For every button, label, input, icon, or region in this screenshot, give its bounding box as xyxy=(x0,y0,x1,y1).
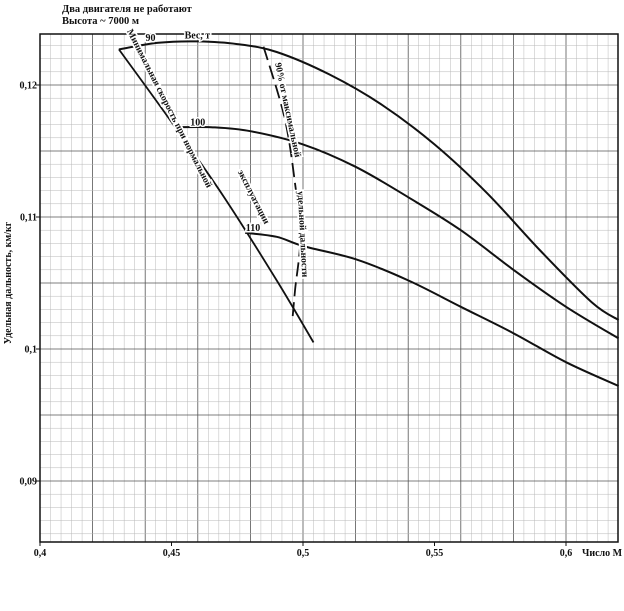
series-label: 110 xyxy=(246,223,260,234)
x-axis-label: Число М xyxy=(582,548,623,559)
y-tick-label: 0,1 xyxy=(25,345,38,356)
plot-frame xyxy=(39,33,619,543)
series-lines xyxy=(118,40,620,387)
x-tick-label: 0,4 xyxy=(34,548,47,559)
x-tick-label: 0,45 xyxy=(163,548,181,559)
series-line-100 xyxy=(176,125,620,340)
axis-ticks: 0,4 0,45 0,5 0,55 0,6 0,09 0,1 0,11 0,12 xyxy=(20,81,573,560)
plot-background xyxy=(40,34,618,542)
y-axis-label: Удельная дальность, км/кг xyxy=(3,221,14,344)
series-line-110 xyxy=(244,231,620,387)
grid xyxy=(39,34,618,542)
x-tick-label: 0,5 xyxy=(297,548,310,559)
series-label: 90 xyxy=(145,33,155,44)
chart-title: Два двигателя не работают xyxy=(62,4,192,15)
x-tick-label: 0,6 xyxy=(560,548,573,559)
series-line-90 xyxy=(118,40,620,321)
boundary-lines xyxy=(118,46,315,343)
chart-subtitle: Высота ~ 7000 м xyxy=(62,16,139,27)
x-tick-label: 0,55 xyxy=(426,548,444,559)
ninety-percent-boundary-line xyxy=(262,46,302,319)
series-label: 100 xyxy=(190,117,205,128)
legend-title: Вес, т xyxy=(185,30,211,41)
y-tick-label: 0,12 xyxy=(20,81,38,92)
y-tick-label: 0,11 xyxy=(20,213,37,224)
min-speed-boundary-line xyxy=(118,48,315,343)
y-tick-label: 0,09 xyxy=(20,477,38,488)
